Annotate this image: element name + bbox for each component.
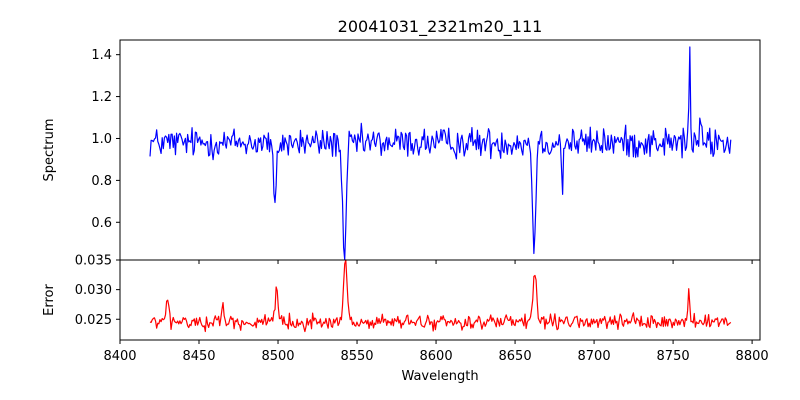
x-axis-label: Wavelength (401, 369, 478, 384)
error-line (149, 259, 732, 333)
error-series (149, 259, 732, 333)
spectrum-ytick-label: 1.2 (91, 90, 112, 105)
spectrum-ylabel: Spectrum (42, 119, 57, 182)
error-panel: 0.025 0.030 0.035 8400 8450 8500 8550 8600 8650… (42, 254, 769, 365)
error-ytick-label: 0.035 (75, 254, 112, 269)
x-tick-label: 8400 (103, 349, 136, 364)
x-tick-label: 8700 (578, 349, 611, 364)
x-tick-label: 8600 (420, 349, 453, 364)
spectrum-ytick-label: 1.0 (91, 132, 112, 147)
spectrum-x-ticks (119, 260, 753, 264)
x-tick-label: 8450 (182, 349, 215, 364)
x-tick-label: 8800 (736, 349, 769, 364)
spectrum-ytick-label: 1.4 (91, 48, 112, 63)
chart-title: 20041031_2321m20_111 (338, 17, 543, 37)
spectrum-y-axis: 0.6 0.8 1.0 1.2 1.4 (91, 48, 120, 231)
error-ytick-label: 0.025 (75, 313, 112, 328)
x-tick-label: 8650 (499, 349, 532, 364)
spectrum-ytick-label: 0.6 (91, 216, 112, 231)
x-tick-label: 8550 (340, 349, 373, 364)
spectrum-line (149, 46, 732, 261)
error-ytick-label: 0.030 (75, 283, 112, 298)
spectrum-ytick-label: 0.8 (91, 174, 112, 189)
x-tick-label: 8750 (657, 349, 690, 364)
error-axes-frame (119, 259, 761, 341)
error-y-axis: 0.025 0.030 0.035 (75, 254, 120, 328)
error-x-axis: 8400 8450 8500 8550 8600 8650 8700 8750 8800 (103, 340, 769, 364)
spectrum-series (149, 46, 732, 261)
x-tick-label: 8500 (261, 349, 294, 364)
error-ylabel: Error (42, 284, 57, 316)
